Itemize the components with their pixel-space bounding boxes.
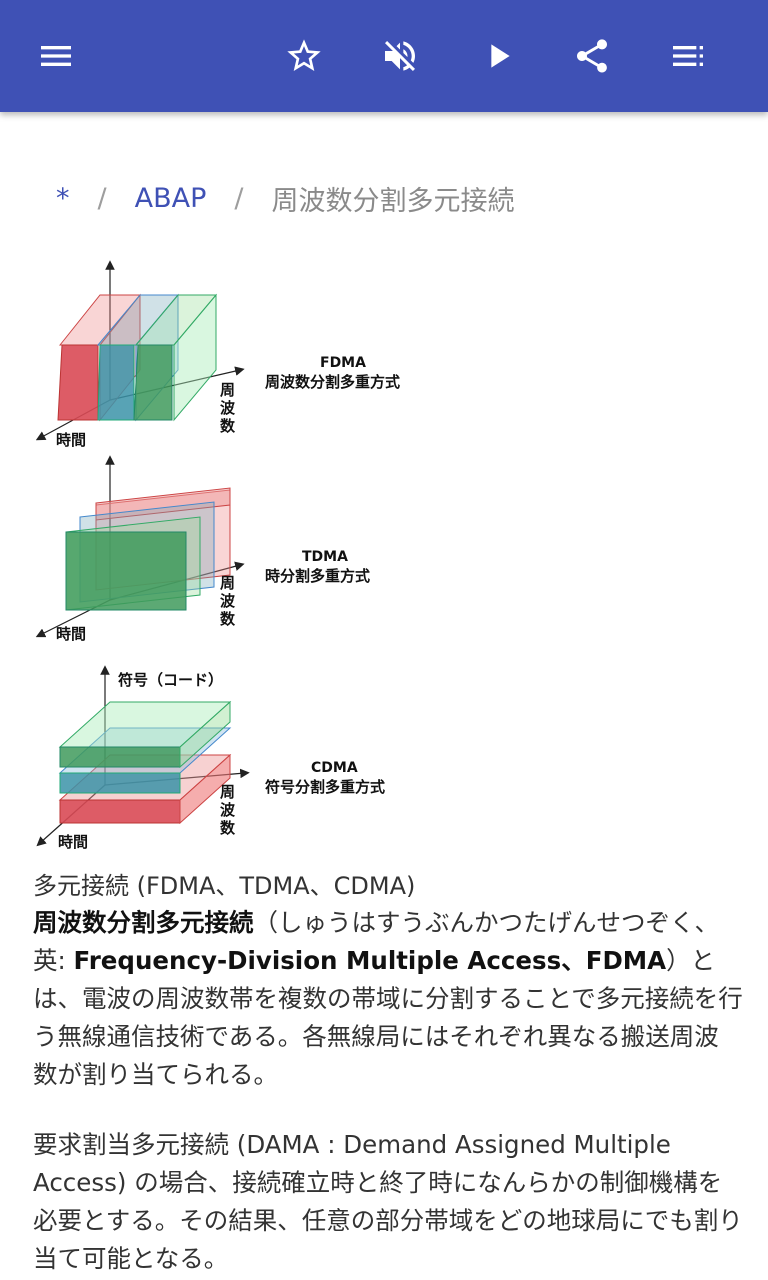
breadcrumb-separator: /	[97, 182, 107, 214]
playlist-icon	[673, 46, 703, 66]
article-paragraph-1: 周波数分割多元接続（しゅうはすうぶんかつたげんせつぞく、英: Frequency…	[33, 904, 743, 1094]
cdma-axis-freq-2: 波	[220, 801, 236, 819]
fdma-axis-time: 時間	[56, 431, 86, 449]
fdma-subtitle: 周波数分割多重方式	[265, 373, 400, 391]
article-term: 周波数分割多元接続	[33, 908, 254, 937]
figure-caption: 多元接続 (FDMA、TDMA、CDMA)	[33, 872, 416, 900]
tdma-panel: 周 波 数 時間 TDMA 時分割多重方式	[35, 455, 370, 643]
mute-button[interactable]	[372, 28, 428, 84]
breadcrumb-home-link[interactable]: *	[56, 182, 70, 214]
tdma-subtitle: 時分割多重方式	[265, 567, 370, 585]
tdma-title: TDMA	[302, 549, 348, 565]
cdma-title: CDMA	[311, 760, 358, 776]
cdma-panel: 符号（コード） 周 波 数 時間 CDMA 符号分割多重方式	[36, 665, 385, 851]
multiple-access-figure: 周 波 数 時間 FDMA 周波数分割多重方式 周 波 数 時間 TDMA 時分…	[30, 255, 450, 855]
breadcrumb-current: 周波数分割多元接続	[271, 185, 515, 217]
play-icon	[491, 44, 510, 68]
breadcrumb-category-link[interactable]: ABAP	[134, 182, 207, 214]
multiple-access-diagram: 周 波 数 時間 FDMA 周波数分割多重方式 周 波 数 時間 TDMA 時分…	[35, 260, 400, 851]
fdma-axis-freq-1: 周	[220, 381, 235, 399]
share-button[interactable]	[564, 28, 620, 84]
breadcrumb: * / ABAP / 周波数分割多元接続	[56, 178, 514, 218]
app-bar	[0, 0, 768, 112]
article-english-term: Frequency-Division Multiple Access、FDMA	[73, 946, 667, 975]
fdma-title: FDMA	[320, 355, 366, 371]
menu-icon	[41, 46, 71, 66]
tdma-axis-time: 時間	[56, 625, 86, 643]
fdma-axis-freq-2: 波	[220, 399, 236, 417]
cdma-axis-freq-3: 数	[220, 819, 236, 837]
cdma-axis-code: 符号（コード）	[118, 671, 223, 689]
article-reading: （しゅうはすうぶんかつたげんせつぞく、英:	[33, 908, 719, 975]
article-paragraph-2: 要求割当多元接続 (DAMA : Demand Assigned Multipl…	[33, 1130, 743, 1273]
cdma-axis-freq-1: 周	[220, 783, 235, 801]
article-definition: ）とは、電波の周波数帯を複数の帯域に分割することで多元接続を行う無線通信技術であ…	[33, 946, 743, 1089]
share-icon	[577, 39, 607, 73]
tdma-axis-freq-3: 数	[220, 610, 236, 628]
breadcrumb-separator: /	[234, 182, 244, 214]
fdma-axis-freq-3: 数	[220, 417, 236, 435]
bookmark-button[interactable]	[276, 28, 332, 84]
star-icon	[287, 39, 321, 71]
volume-off-icon	[385, 41, 415, 71]
tdma-axis-freq-1: 周	[220, 574, 235, 592]
fdma-panel: 周 波 数 時間 FDMA 周波数分割多重方式	[35, 260, 400, 449]
cdma-subtitle: 符号分割多重方式	[265, 778, 385, 796]
play-button[interactable]	[470, 28, 526, 84]
menu-button[interactable]	[28, 28, 84, 84]
cdma-axis-time: 時間	[58, 833, 88, 851]
tdma-axis-freq-2: 波	[220, 592, 236, 610]
contents-button[interactable]	[660, 28, 716, 84]
